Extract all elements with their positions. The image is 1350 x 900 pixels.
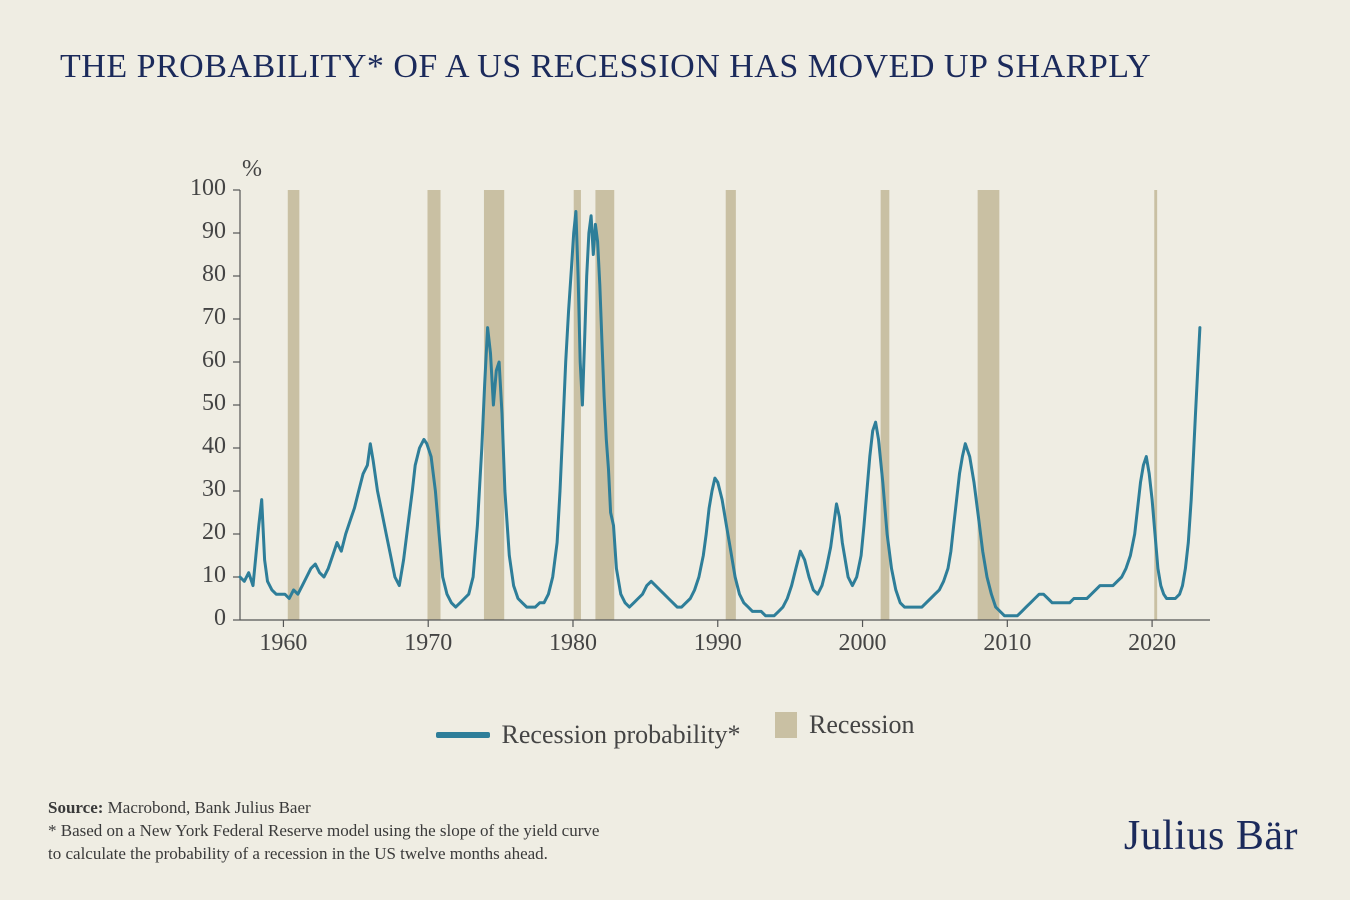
- legend-line-label: Recession probability*: [502, 720, 741, 750]
- y-tick-label: 10: [140, 562, 226, 589]
- x-tick-label: 1970: [388, 630, 468, 657]
- y-tick-label: 40: [140, 433, 226, 460]
- chart: % 01020304050607080901001960197019801990…: [140, 150, 1220, 670]
- footnote: * Based on a New York Federal Reserve mo…: [48, 820, 599, 866]
- chart-title: THE PROBABILITY* OF A US RECESSION HAS M…: [60, 48, 1151, 86]
- legend-line-swatch: [436, 732, 490, 738]
- y-tick-label: 90: [140, 218, 226, 245]
- y-tick-label: 20: [140, 519, 226, 546]
- y-tick-label: 70: [140, 304, 226, 331]
- x-tick-label: 2010: [967, 630, 1047, 657]
- recession-band: [427, 190, 440, 620]
- x-tick-label: 1990: [678, 630, 758, 657]
- legend-band-label: Recession: [809, 710, 914, 740]
- x-tick-label: 1960: [243, 630, 323, 657]
- x-tick-label: 2000: [823, 630, 903, 657]
- probability-line: [240, 212, 1200, 616]
- y-tick-label: 50: [140, 390, 226, 417]
- y-tick-label: 60: [140, 347, 226, 374]
- source-text: Macrobond, Bank Julius Baer: [103, 798, 310, 817]
- footer: Source: Macrobond, Bank Julius Baer * Ba…: [48, 797, 599, 866]
- legend-item-line: Recession probability*: [436, 720, 741, 750]
- y-tick-label: 80: [140, 261, 226, 288]
- y-tick-label: 100: [140, 175, 226, 202]
- source-label: Source:: [48, 798, 103, 817]
- y-tick-label: 0: [140, 605, 226, 632]
- legend: Recession probability* Recession: [0, 710, 1350, 750]
- x-tick-label: 2020: [1112, 630, 1192, 657]
- brand-logo: Julius Bär: [1124, 812, 1298, 860]
- plot-svg: [140, 150, 1220, 670]
- page: THE PROBABILITY* OF A US RECESSION HAS M…: [0, 0, 1350, 900]
- recession-band: [881, 190, 890, 620]
- y-tick-label: 30: [140, 476, 226, 503]
- legend-item-band: Recession: [775, 710, 914, 740]
- source-line: Source: Macrobond, Bank Julius Baer: [48, 797, 599, 820]
- x-tick-label: 1980: [533, 630, 613, 657]
- recession-band: [288, 190, 300, 620]
- legend-band-swatch: [775, 712, 797, 738]
- recession-band: [978, 190, 1000, 620]
